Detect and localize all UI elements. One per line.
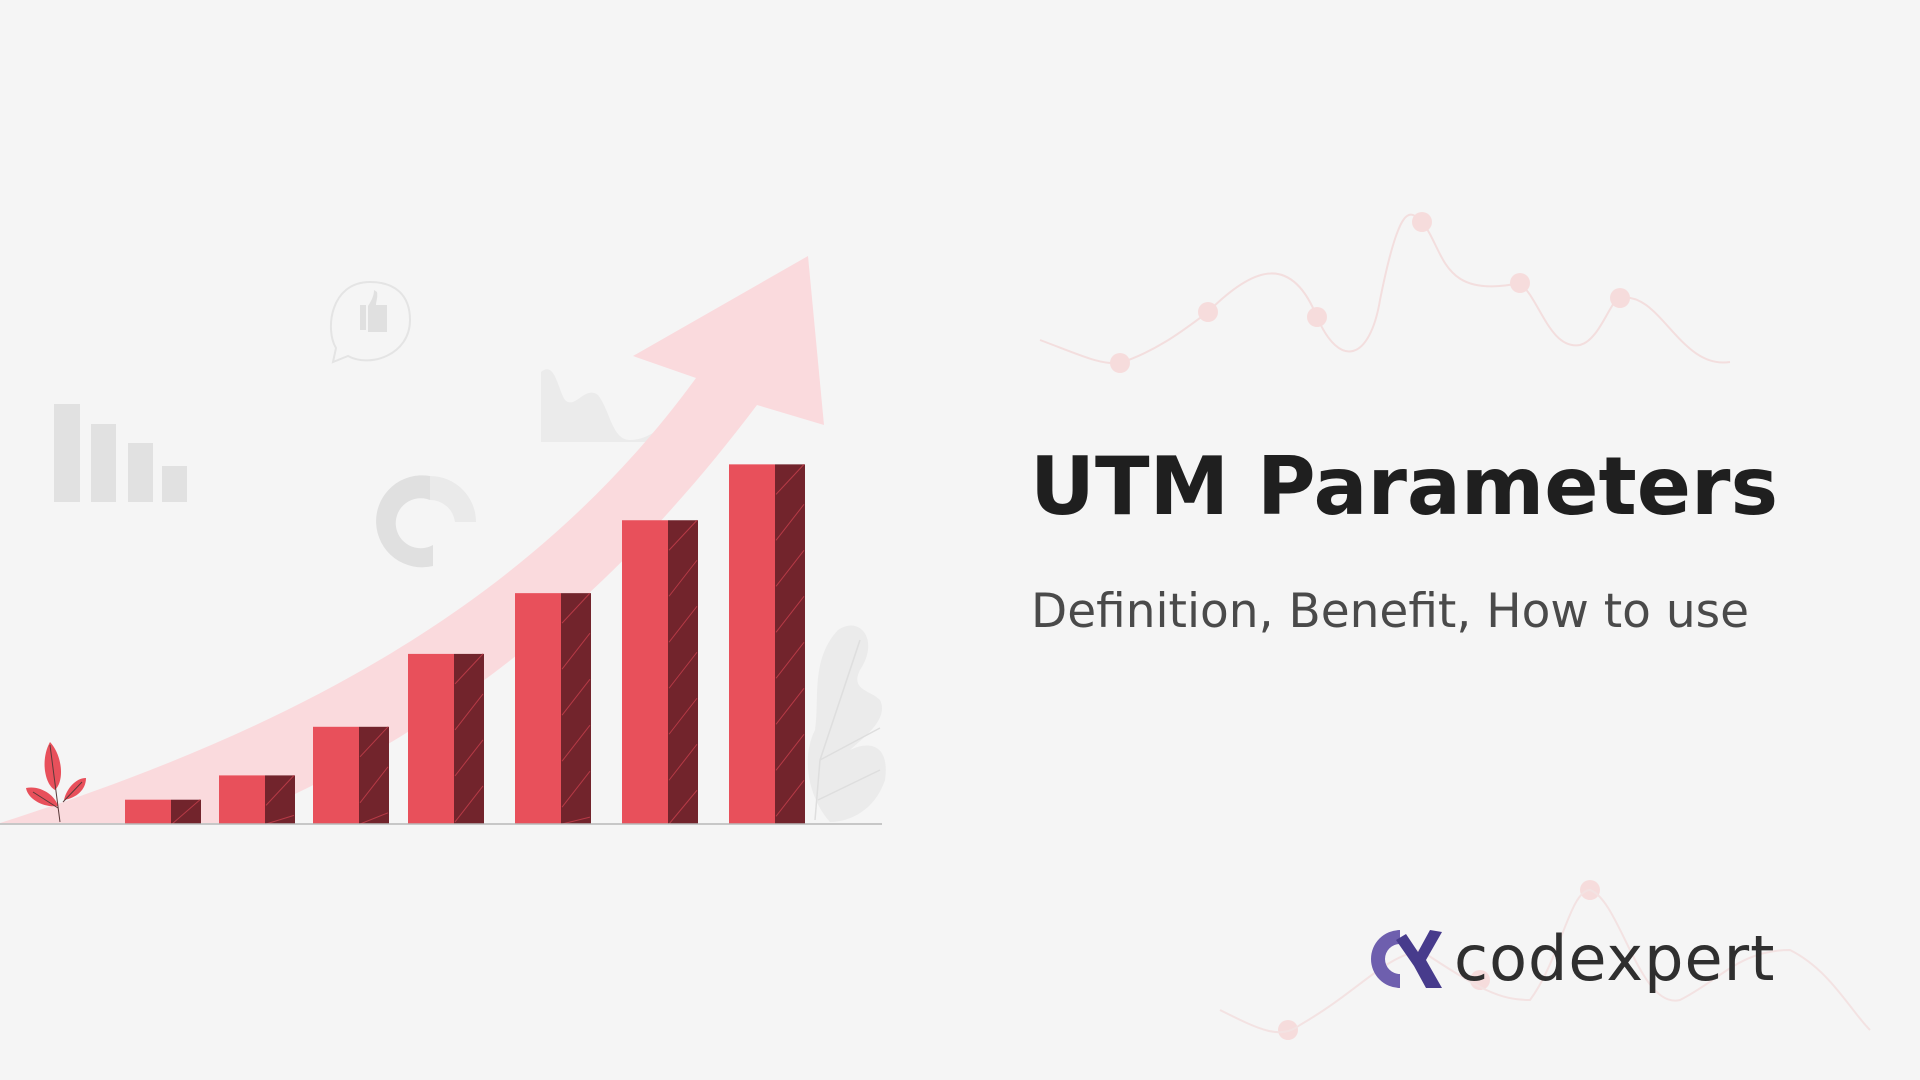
bar-hatch: [561, 678, 591, 716]
donut-chart-icon: [376, 475, 476, 568]
bar-side: [775, 464, 805, 824]
page-title: UTM Parameters: [1030, 440, 1779, 533]
bar-hatch: [775, 596, 805, 633]
bar-hatch: [668, 559, 698, 597]
bar-front: [729, 464, 775, 824]
area-chart-icon: [541, 369, 680, 442]
bar-hatch: [775, 734, 805, 771]
bar-front: [219, 775, 265, 824]
bar-front: [408, 653, 454, 824]
bar-hatch: [775, 504, 805, 541]
bar-hatch: [775, 642, 805, 679]
bar-side: [359, 726, 389, 824]
bar-hatch: [454, 693, 484, 731]
bar-hatch: [668, 789, 698, 825]
background-wave-bottom: [1219, 888, 1871, 1034]
bar-hatch: [668, 651, 698, 689]
bar-hatch: [775, 688, 805, 725]
bar-side: [454, 653, 484, 824]
bar-hatch: [454, 653, 484, 685]
bar-hatch: [775, 780, 805, 817]
bar-hatch: [359, 766, 389, 804]
bar-hatch: [265, 775, 295, 806]
bar-front: [622, 520, 668, 824]
bar-hatch: [561, 724, 591, 762]
bar-hatch: [668, 697, 698, 735]
bar-hatch: [561, 632, 591, 670]
brand-name: codexpert: [1454, 922, 1776, 995]
brand-logo: codexpert: [1366, 922, 1775, 995]
bar-chart-icon: [54, 404, 187, 502]
bar-hatch: [775, 550, 805, 587]
bar-side: [668, 520, 698, 824]
bar-hatch: [359, 812, 389, 825]
bar-hatch: [265, 814, 295, 825]
bar-hatch: [668, 519, 698, 551]
bar-hatch: [359, 726, 389, 758]
page-subtitle: Definition, Benefit, How to use: [1031, 584, 1750, 639]
bar-side: [265, 775, 295, 824]
bar-hatch: [668, 605, 698, 643]
bar-front: [313, 726, 359, 824]
bar-front: [515, 593, 561, 824]
bar-hatch: [561, 816, 591, 825]
alpha-logo-icon: [1371, 929, 1442, 988]
bar-hatch: [561, 592, 591, 624]
bar-hatch: [171, 799, 201, 825]
bar-hatch: [454, 785, 484, 823]
bar-hatch: [561, 770, 591, 808]
bar-front: [125, 799, 171, 824]
bar-hatch: [668, 743, 698, 781]
bar-hatch: [454, 739, 484, 777]
plant-icon: [26, 742, 86, 823]
background-wave-top: [1039, 213, 1731, 365]
bar-side: [561, 593, 591, 824]
bar-group: [125, 464, 805, 825]
leaf-icon: [807, 625, 886, 822]
bar-hatch: [775, 464, 805, 495]
thumbs-up-bubble-icon: [329, 280, 412, 364]
